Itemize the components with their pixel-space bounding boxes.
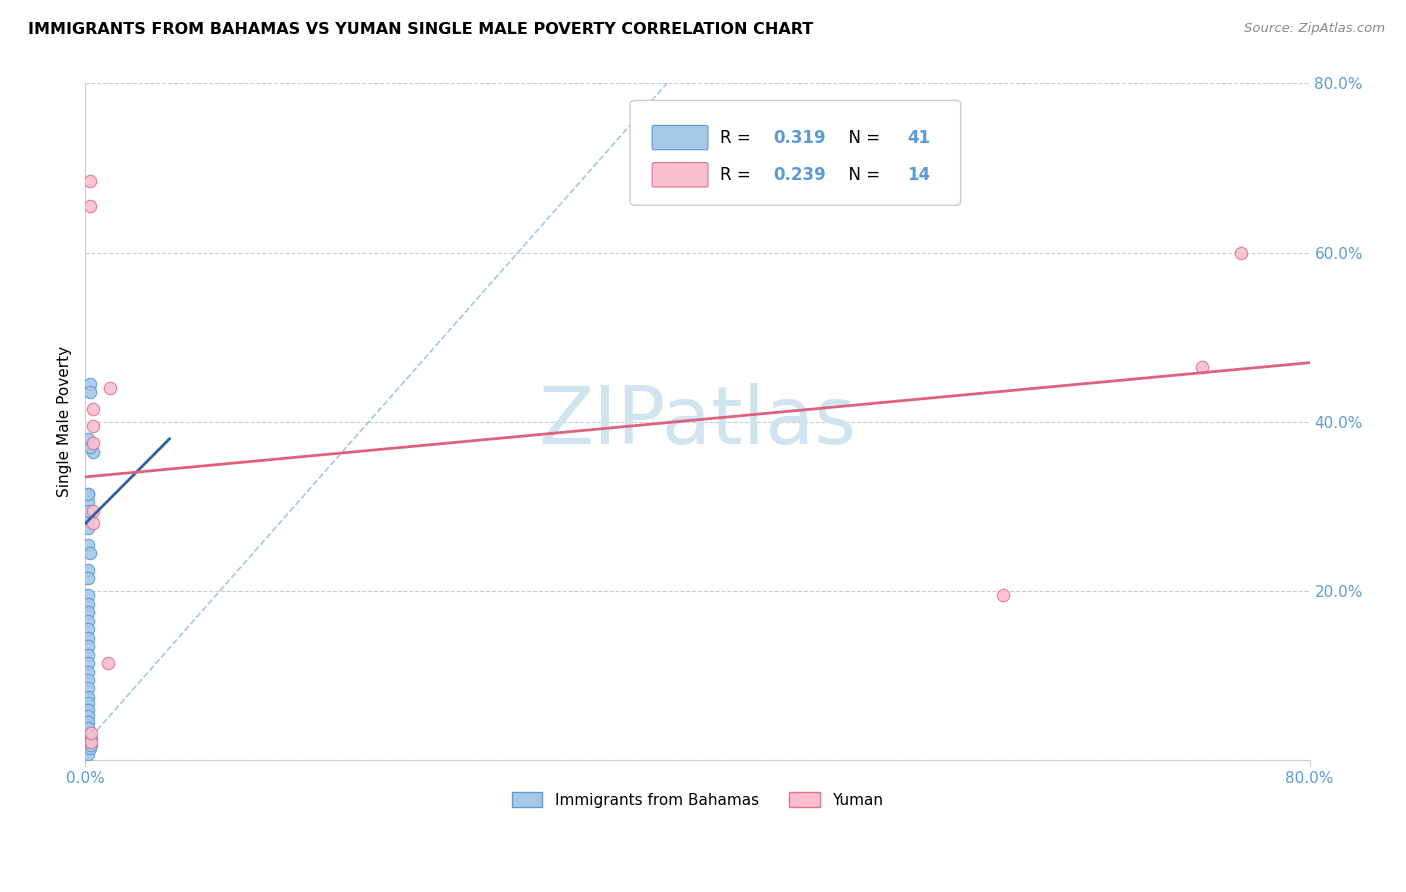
Point [80, 738, 103, 752]
Text: ZIPatlas: ZIPatlas [538, 383, 856, 461]
Point [77, 648, 100, 662]
Text: R =: R = [720, 128, 756, 146]
Point [79, 199, 101, 213]
Point [82, 516, 104, 531]
Point [82, 444, 104, 458]
Point [77, 521, 100, 535]
Point [77, 487, 100, 501]
Point [79, 732, 101, 747]
Point [77, 735, 100, 749]
Point [79, 740, 101, 755]
Point [77, 639, 100, 653]
Point [77, 728, 100, 742]
Text: 41: 41 [907, 128, 931, 146]
Point [77, 495, 100, 509]
Point [77, 512, 100, 526]
Point [77, 665, 100, 679]
Point [77, 715, 100, 730]
Point [79, 440, 101, 454]
Point [82, 402, 104, 417]
Point [77, 588, 100, 602]
Legend: Immigrants from Bahamas, Yuman: Immigrants from Bahamas, Yuman [506, 786, 889, 814]
Point [1191, 359, 1213, 374]
Point [77, 673, 100, 687]
Text: N =: N = [838, 128, 886, 146]
Point [97, 656, 120, 670]
Point [77, 721, 100, 735]
Text: IMMIGRANTS FROM BAHAMAS VS YUMAN SINGLE MALE POVERTY CORRELATION CHART: IMMIGRANTS FROM BAHAMAS VS YUMAN SINGLE … [28, 22, 813, 37]
Point [77, 631, 100, 645]
Point [77, 709, 100, 723]
Point [1229, 245, 1251, 260]
Text: Source: ZipAtlas.com: Source: ZipAtlas.com [1244, 22, 1385, 36]
Text: 14: 14 [907, 166, 931, 184]
Y-axis label: Single Male Poverty: Single Male Poverty [58, 346, 72, 498]
Text: R =: R = [720, 166, 756, 184]
Point [80, 726, 103, 740]
Point [77, 563, 100, 577]
Point [77, 696, 100, 710]
Point [98, 381, 121, 395]
Point [77, 681, 100, 696]
Point [77, 504, 100, 518]
Point [82, 419, 104, 434]
Point [77, 740, 100, 755]
Point [77, 690, 100, 704]
Point [77, 538, 100, 552]
Point [77, 571, 100, 585]
Point [79, 174, 101, 188]
Point [79, 546, 101, 560]
Point [77, 432, 100, 446]
FancyBboxPatch shape [652, 162, 709, 187]
Text: 0.319: 0.319 [773, 128, 825, 146]
FancyBboxPatch shape [630, 101, 960, 205]
Point [82, 504, 104, 518]
Point [77, 747, 100, 761]
Point [77, 614, 100, 628]
Point [77, 597, 100, 611]
Point [77, 656, 100, 670]
Point [77, 605, 100, 619]
Point [82, 436, 104, 450]
Point [77, 487, 100, 501]
Point [80, 732, 103, 747]
FancyBboxPatch shape [652, 126, 709, 150]
Point [79, 385, 101, 400]
Point [79, 376, 101, 391]
Point [993, 588, 1015, 602]
Text: 0.239: 0.239 [773, 166, 825, 184]
Text: N =: N = [838, 166, 886, 184]
Point [80, 735, 103, 749]
Point [77, 622, 100, 636]
Point [77, 703, 100, 717]
